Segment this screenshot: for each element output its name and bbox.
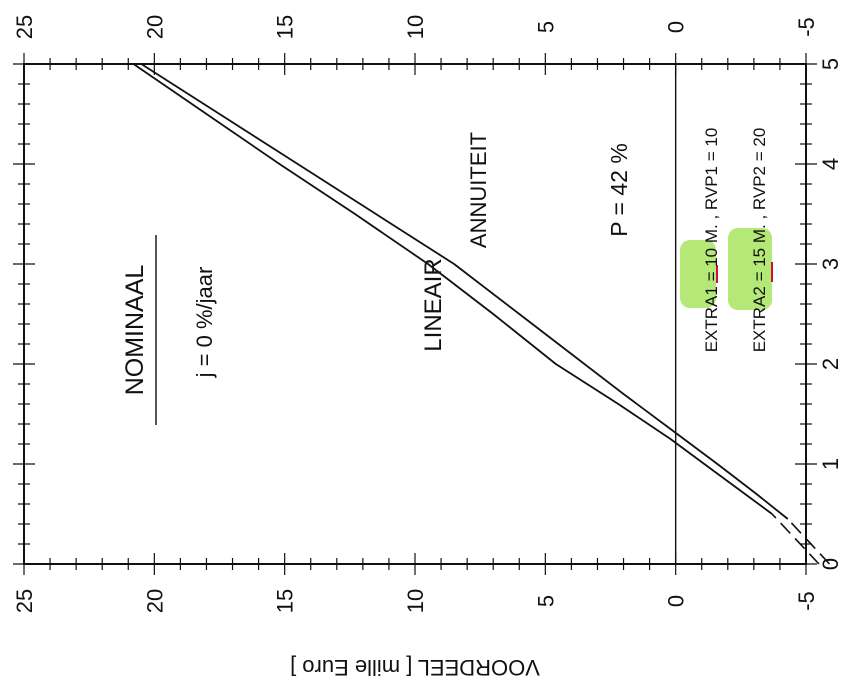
y-tick-label-bottom: -5: [794, 591, 819, 611]
y-tick-label-top: 15: [273, 15, 298, 39]
series-curves: [132, 63, 831, 565]
y-tick-label-bottom: 10: [403, 589, 428, 613]
tick-marks: [13, 53, 817, 575]
series-dashed-extension: [787, 518, 831, 565]
x-tick-label: 2: [818, 358, 843, 370]
y-tick-label-top: 5: [533, 21, 558, 33]
annotation-rate: j = 0 %/jaar: [192, 267, 217, 379]
x-tick-label: 1: [818, 458, 843, 470]
series-label-annuiteit: ANNUITEIT: [466, 132, 491, 248]
y-tick-label-bottom: 20: [142, 589, 167, 613]
annotation-extra2: EXTRA2 = 15 M. , RVP2 = 20: [750, 128, 769, 353]
annotation-extra1: EXTRA1 = 10 M. , RVP1 = 10: [702, 128, 721, 353]
y-tick-label-bottom: 0: [664, 595, 689, 607]
series-line-annuiteit: [132, 63, 773, 515]
series-line-lineair: [140, 63, 789, 520]
y-tick-label-bottom: 25: [12, 589, 37, 613]
y-tick-label-bottom: 5: [533, 595, 558, 607]
y-tick-label-top: 25: [12, 15, 37, 39]
x-tick-label: 4: [818, 158, 843, 170]
y-tick-label-top: 10: [403, 15, 428, 39]
annotation-p: P = 42 %: [606, 143, 632, 237]
highlight-extra1: [680, 240, 716, 308]
highlight-extra2: [728, 228, 772, 310]
highlights: [680, 228, 773, 310]
series-dashed-extension: [771, 513, 820, 565]
tick-labels: 25 25 20 20 15 15 10 10 5 5 0 0 -5 -5 0 1 2 3 4 5: [12, 15, 843, 613]
y-tick-label-bottom: 15: [273, 589, 298, 613]
y-tick-label-top: 0: [664, 21, 689, 33]
y-tick-label-top: 20: [142, 15, 167, 39]
x-tick-label: 5: [818, 58, 843, 70]
x-tick-label: 0: [818, 558, 843, 570]
series-label-lineair: LINEAIR: [420, 258, 447, 351]
y-tick-label-top: -5: [794, 17, 819, 37]
annotation-title: NOMINAAL: [121, 265, 149, 396]
y-axis-title: VOORDEEL [ mille Euro ]: [290, 655, 540, 680]
x-tick-label: 3: [818, 258, 843, 270]
